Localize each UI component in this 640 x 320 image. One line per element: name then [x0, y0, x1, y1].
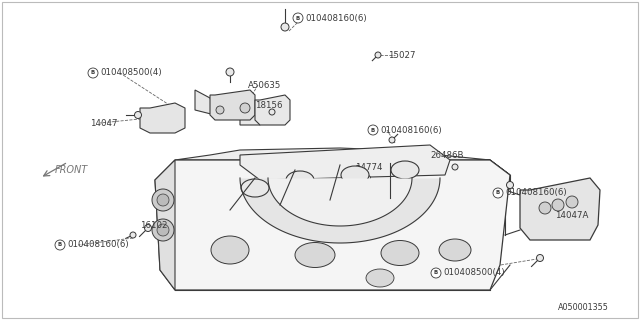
- Text: 010408500(4): 010408500(4): [100, 68, 162, 77]
- Circle shape: [145, 225, 152, 231]
- Circle shape: [226, 68, 234, 76]
- Text: 010408500(4): 010408500(4): [443, 268, 504, 277]
- Text: B: B: [434, 270, 438, 276]
- Text: B: B: [296, 15, 300, 20]
- Text: 14047: 14047: [90, 118, 118, 127]
- Circle shape: [293, 13, 303, 23]
- Circle shape: [355, 165, 360, 171]
- Circle shape: [375, 52, 381, 58]
- Ellipse shape: [341, 166, 369, 184]
- Ellipse shape: [295, 243, 335, 268]
- Ellipse shape: [439, 239, 471, 261]
- Circle shape: [431, 268, 441, 278]
- Text: A050001355: A050001355: [558, 303, 609, 313]
- Ellipse shape: [381, 241, 419, 266]
- Circle shape: [493, 188, 503, 198]
- Text: B: B: [371, 127, 375, 132]
- Text: 18156: 18156: [255, 100, 282, 109]
- Circle shape: [452, 164, 458, 170]
- Polygon shape: [210, 90, 255, 120]
- Circle shape: [157, 194, 169, 206]
- Ellipse shape: [286, 171, 314, 189]
- Ellipse shape: [366, 269, 394, 287]
- Text: B: B: [91, 70, 95, 76]
- Circle shape: [216, 106, 224, 114]
- Circle shape: [506, 181, 513, 188]
- Circle shape: [365, 175, 371, 180]
- Circle shape: [134, 111, 141, 118]
- Polygon shape: [240, 145, 450, 180]
- Ellipse shape: [391, 161, 419, 179]
- Polygon shape: [175, 148, 510, 175]
- Polygon shape: [255, 95, 290, 125]
- Text: 14047A: 14047A: [555, 211, 588, 220]
- Text: A50635: A50635: [248, 81, 282, 90]
- Polygon shape: [140, 103, 185, 133]
- Circle shape: [389, 137, 395, 143]
- Text: B: B: [496, 190, 500, 196]
- Circle shape: [157, 224, 169, 236]
- Polygon shape: [155, 160, 175, 290]
- Text: 010408160(6): 010408160(6): [67, 241, 129, 250]
- Circle shape: [552, 199, 564, 211]
- Polygon shape: [155, 160, 510, 290]
- Circle shape: [152, 219, 174, 241]
- Text: FRONT: FRONT: [55, 165, 88, 175]
- Text: 15027: 15027: [388, 51, 415, 60]
- Circle shape: [152, 189, 174, 211]
- Polygon shape: [195, 90, 260, 125]
- Circle shape: [55, 240, 65, 250]
- Text: 14774: 14774: [355, 164, 383, 172]
- Circle shape: [368, 125, 378, 135]
- Text: 16102: 16102: [140, 220, 168, 229]
- Text: 010408160(6): 010408160(6): [380, 125, 442, 134]
- Polygon shape: [520, 178, 600, 240]
- Circle shape: [240, 103, 250, 113]
- Circle shape: [130, 232, 136, 238]
- Circle shape: [566, 196, 578, 208]
- Text: 26486B: 26486B: [430, 150, 463, 159]
- Text: B: B: [58, 243, 62, 247]
- Circle shape: [281, 23, 289, 31]
- Circle shape: [88, 68, 98, 78]
- Circle shape: [539, 202, 551, 214]
- Circle shape: [536, 254, 543, 261]
- Text: 010408160(6): 010408160(6): [505, 188, 566, 197]
- Ellipse shape: [211, 236, 249, 264]
- Circle shape: [269, 109, 275, 115]
- Text: 010408160(6): 010408160(6): [305, 13, 367, 22]
- Ellipse shape: [241, 179, 269, 197]
